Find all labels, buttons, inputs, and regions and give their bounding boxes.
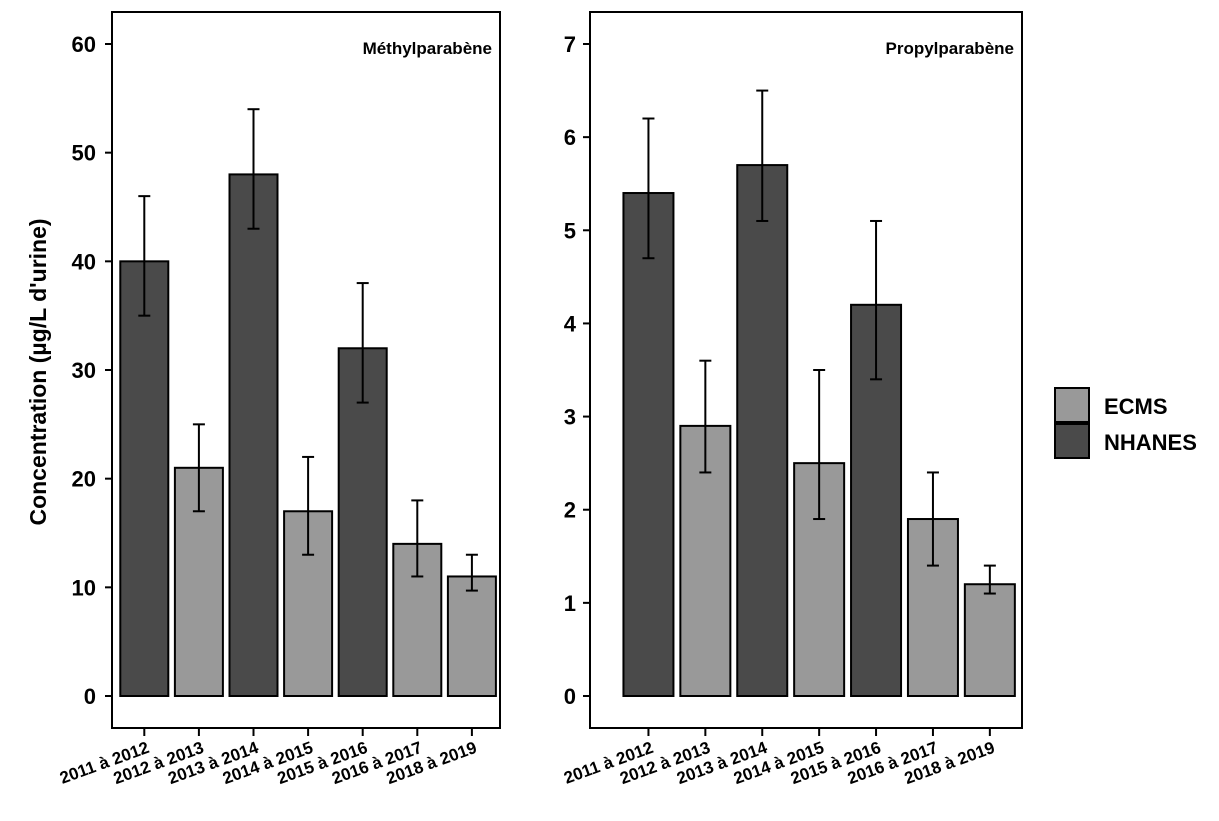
- y-axis-label: Concentration (µg/L d'urine): [25, 218, 51, 525]
- legend: ECMS NHANES: [1054, 387, 1197, 459]
- panel-title: Propylparabène: [886, 39, 1015, 58]
- y-tick-label: 60: [72, 32, 96, 57]
- y-tick-label: 30: [72, 358, 96, 383]
- bar: [228, 173, 279, 697]
- y-tick-label: 50: [72, 141, 96, 166]
- bar: [337, 347, 388, 697]
- panel-title: Méthylparabène: [363, 39, 492, 58]
- y-tick-label: 5: [564, 218, 576, 243]
- y-tick-label: 1: [564, 591, 576, 616]
- legend-label: ECMS: [1104, 394, 1168, 419]
- legend-label: NHANES: [1104, 430, 1197, 455]
- y-tick-label: 2: [564, 498, 576, 523]
- bar: [119, 260, 170, 697]
- y-tick-label: 0: [564, 684, 576, 709]
- y-tick-label: 10: [72, 575, 96, 600]
- y-tick-label: 40: [72, 249, 96, 274]
- y-tick-label: 3: [564, 405, 576, 430]
- bar: [622, 192, 675, 697]
- y-tick-label: 0: [84, 684, 96, 709]
- y-tick-label: 4: [564, 311, 577, 336]
- legend-swatch: [1054, 423, 1090, 459]
- bar: [736, 164, 789, 698]
- panel-frame: [589, 11, 1023, 729]
- bar: [963, 583, 1016, 698]
- legend-swatch: [1054, 387, 1090, 423]
- y-tick-label: 6: [564, 125, 576, 150]
- y-tick-label: 7: [564, 32, 576, 57]
- y-tick-label: 20: [72, 467, 96, 492]
- bar: [446, 575, 497, 698]
